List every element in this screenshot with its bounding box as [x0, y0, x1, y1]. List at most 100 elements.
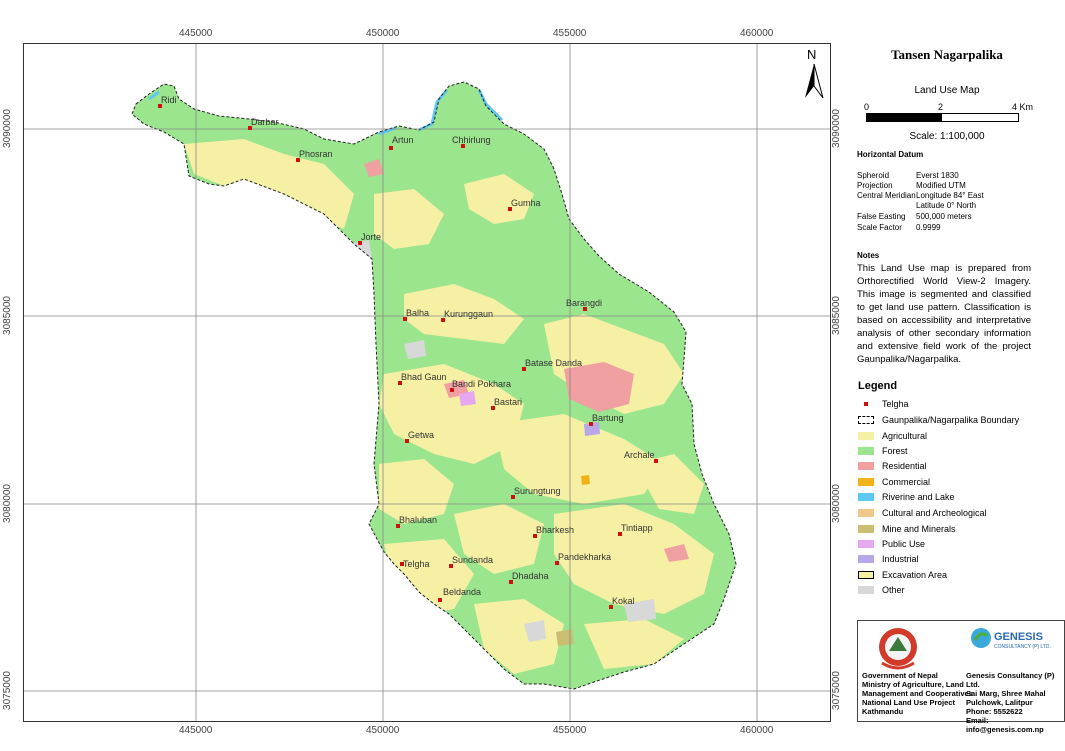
- residential-swatch: [858, 462, 874, 470]
- place-label: Darbar: [251, 117, 279, 127]
- legend-item: Cultural and Archeological: [858, 507, 987, 519]
- place-marker[interactable]: [450, 388, 454, 392]
- legend-label: Telgha: [882, 399, 909, 409]
- place-label: Jorte: [361, 232, 382, 242]
- datum-key: Scale Factor: [857, 223, 902, 232]
- map-subtitle: Land Use Map: [914, 85, 980, 96]
- gov-line: Government of Nepal: [862, 671, 938, 680]
- map-frame[interactable]: [23, 43, 831, 722]
- place-label: Kokal: [612, 596, 635, 606]
- place-marker[interactable]: [511, 495, 515, 499]
- place-marker[interactable]: [589, 422, 593, 426]
- place-marker[interactable]: [398, 381, 402, 385]
- legend-item: Residential: [858, 460, 927, 472]
- easting-tick: 455000: [553, 28, 587, 39]
- company-line: Sai Marg, Shree Mahal: [966, 689, 1046, 698]
- place-label: Ridi: [161, 95, 177, 105]
- northing-tick: 3080000: [1, 484, 13, 523]
- northing-tick: 3090000: [1, 109, 13, 148]
- datum-value: 500,000 meters: [916, 212, 972, 221]
- place-marker[interactable]: [441, 318, 445, 322]
- company-line: Email: info@genesis.com.np: [966, 716, 1044, 734]
- place-marker[interactable]: [618, 532, 622, 536]
- place-marker[interactable]: [609, 605, 613, 609]
- place-marker[interactable]: [461, 144, 465, 148]
- legend-item: Commercial: [858, 476, 930, 488]
- legend-item: Public Use: [858, 538, 925, 550]
- northing-tick: 3075000: [1, 671, 13, 710]
- place-label: Sundanda: [452, 555, 494, 565]
- place-marker[interactable]: [396, 524, 400, 528]
- legend-item: Excavation Area: [858, 569, 947, 581]
- place-marker[interactable]: [405, 439, 409, 443]
- place-marker[interactable]: [296, 158, 300, 162]
- easting-tick: 450000: [366, 725, 400, 736]
- legend-item: Telgha: [858, 398, 909, 410]
- place-marker[interactable]: [508, 207, 512, 211]
- genesis-logo-text: GENESIS: [994, 631, 1043, 643]
- legend-label: Excavation Area: [882, 570, 948, 580]
- municipality-boundary: [131, 81, 737, 690]
- place-label: Bhaluban: [399, 515, 438, 525]
- easting-tick: 460000: [740, 28, 774, 39]
- place-label: Beldanda: [443, 587, 482, 597]
- place-marker[interactable]: [533, 534, 537, 538]
- forest-swatch: [858, 447, 874, 455]
- place-label: Tintiapp: [621, 523, 653, 533]
- place-marker[interactable]: [389, 146, 393, 150]
- easting-tick: 455000: [553, 725, 587, 736]
- place-label: Kurunggaun: [444, 309, 494, 319]
- place-marker[interactable]: [248, 126, 252, 130]
- legend-item: Forest: [858, 445, 908, 457]
- scale-label: 0: [864, 102, 870, 112]
- place-label: Chhirlung: [452, 135, 491, 145]
- settlement-dot-icon: [864, 402, 868, 406]
- legend-label: Industrial: [882, 554, 919, 564]
- place-marker[interactable]: [555, 561, 559, 565]
- place-marker[interactable]: [158, 104, 162, 108]
- place-label: Batase Danda: [525, 358, 583, 368]
- place-marker[interactable]: [403, 317, 407, 321]
- legend-item: Riverine and Lake: [858, 491, 955, 503]
- mine-swatch: [858, 525, 874, 533]
- place-label: Bhad Gaun: [401, 372, 447, 382]
- legend-label: Gaunpalika/Nagarpalika Boundary: [882, 415, 1020, 425]
- gov-line: Management and Cooperatives: [862, 689, 973, 698]
- company-credit: Genesis Consultancy (P) Ltd. Sai Marg, S…: [966, 671, 1064, 734]
- place-marker[interactable]: [654, 459, 658, 463]
- place-marker[interactable]: [438, 598, 442, 602]
- place-marker[interactable]: [491, 406, 495, 410]
- scale-bar-segment: [942, 114, 1018, 121]
- northing-tick: 3080000: [830, 484, 842, 523]
- place-label: Balha: [406, 308, 430, 318]
- land-use-map[interactable]: [24, 44, 830, 721]
- legend-label: Other: [882, 585, 905, 595]
- datum-value: Longitude 84° East: [916, 191, 984, 200]
- legend-title: Legend: [858, 380, 898, 392]
- place-label: Barangdi: [566, 298, 603, 308]
- nepal-emblem-icon: [879, 628, 917, 670]
- place-marker[interactable]: [583, 307, 587, 311]
- river: [148, 89, 504, 136]
- scale-bar-segment: [867, 114, 942, 121]
- datum-value: 0.9999: [916, 223, 941, 232]
- place-marker[interactable]: [509, 580, 513, 584]
- place-label: Artun: [392, 135, 414, 145]
- map-grid: [24, 44, 830, 721]
- riverine-swatch: [858, 493, 874, 501]
- legend-item: Industrial: [858, 553, 919, 565]
- commercial-swatch: [858, 478, 874, 486]
- map-title: Tansen Nagarpalika: [891, 47, 1003, 62]
- easting-tick: 450000: [366, 28, 400, 39]
- genesis-logo-subtext: CONSULTANCY (P) LTD.: [994, 644, 1051, 650]
- public-use-swatch: [858, 540, 874, 548]
- north-label: N: [807, 47, 817, 62]
- company-line: Genesis Consultancy (P) Ltd.: [966, 671, 1055, 689]
- place-label: Bartung: [592, 413, 624, 423]
- gov-credit: Government of Nepal Ministry of Agricult…: [862, 671, 973, 716]
- place-marker[interactable]: [522, 367, 526, 371]
- place-marker[interactable]: [358, 241, 362, 245]
- agricultural-swatch: [858, 432, 874, 440]
- place-marker[interactable]: [449, 564, 453, 568]
- place-marker[interactable]: [400, 562, 404, 566]
